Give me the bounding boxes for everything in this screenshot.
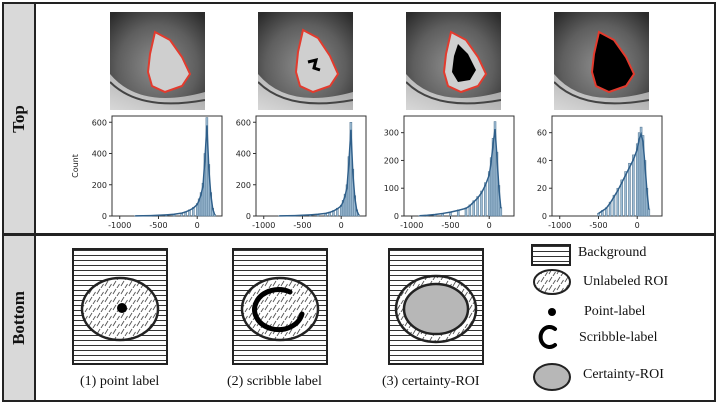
y-tick-label: 0 — [102, 212, 107, 221]
y-tick-label: 0 — [246, 212, 251, 221]
kde-line — [419, 129, 502, 217]
y-tick-label: 600 — [92, 118, 107, 127]
legend-background-label: Background — [578, 245, 647, 260]
x-tick-label: -1000 — [400, 221, 423, 230]
caption-point-label: (1) point label — [80, 374, 160, 389]
x-tick-label: -500 — [589, 221, 607, 230]
legend-unlabeled-roi-label: Unlabeled ROI — [583, 274, 669, 289]
legend-point-label-icon — [548, 308, 556, 316]
section-divider — [2, 233, 716, 236]
histogram-bar — [620, 179, 623, 217]
x-tick-label: 0 — [635, 221, 640, 230]
y-tick-label: 200 — [236, 181, 251, 190]
y-tick-label: 20 — [537, 184, 547, 193]
y-tick-label: 60 — [537, 129, 547, 138]
histogram-bar — [624, 171, 627, 217]
x-tick-label: -500 — [293, 221, 311, 230]
y-axis-label: Count — [71, 154, 80, 178]
x-tick-label: -1000 — [548, 221, 571, 230]
histogram-bar — [612, 194, 616, 217]
scribble-mark — [307, 57, 321, 72]
legend-background-icon — [531, 244, 571, 266]
y-tick-label: 400 — [236, 150, 251, 159]
histogram-3: 0 100 200 300 -1000 -500 0 — [384, 115, 515, 230]
x-tick-label: 0 — [195, 221, 200, 230]
x-tick-label: -1000 — [252, 221, 275, 230]
y-tick-label: 400 — [92, 150, 107, 159]
y-tick-label: 40 — [537, 156, 547, 165]
certainty-roi-diagram — [388, 248, 484, 365]
legend-scribble-label-icon — [538, 325, 557, 349]
x-tick-label: -500 — [149, 221, 167, 230]
point-label-diagram — [72, 248, 168, 365]
x-tick-label: -500 — [441, 221, 459, 230]
kde-line — [279, 129, 360, 217]
roi-outline — [146, 30, 192, 94]
certainty-roi-region — [402, 282, 470, 336]
point-label-dot — [117, 303, 127, 313]
y-tick-label: 0 — [542, 212, 547, 221]
y-tick-label: 300 — [384, 129, 399, 138]
histogram-bar — [476, 196, 479, 217]
scribble-label-diagram — [232, 248, 328, 365]
caption-certainty-roi: (3) certainty-ROI — [382, 374, 480, 389]
kde-line — [135, 125, 216, 217]
top-section-sidebar: Top — [4, 4, 36, 233]
ct-image-3 — [406, 12, 501, 110]
ct-image-1 — [110, 12, 205, 110]
histogram-bar — [647, 208, 651, 217]
histogram-4: 0 20 40 60 -1000 -500 0 — [537, 115, 663, 230]
y-tick-label: 200 — [384, 156, 399, 165]
y-tick-label: 100 — [384, 184, 399, 193]
histogram-bar — [480, 190, 483, 217]
histogram-bar — [499, 207, 503, 217]
histogram-bar — [472, 200, 475, 217]
roi-outline — [590, 30, 636, 94]
figure-frame — [2, 2, 716, 402]
bottom-section-sidebar: Bottom — [4, 236, 36, 400]
bottom-section-label: Bottom — [9, 291, 28, 345]
histogram-1: 0 200 400 600 -1000 -500 0 Count — [71, 115, 223, 230]
certainty-region — [452, 44, 476, 82]
x-tick-label: -1000 — [108, 221, 131, 230]
scribble-label-arc — [252, 287, 305, 333]
legend-point-label-label: Point-label — [584, 304, 646, 319]
caption-scribble-label: (2) scribble label — [227, 374, 322, 389]
histogram-bar — [628, 162, 631, 217]
top-section-label: Top — [9, 104, 28, 133]
ct-image-4 — [554, 12, 649, 110]
x-tick-label: 0 — [487, 221, 492, 230]
legend-scribble-label-label: Scribble-label — [579, 330, 658, 345]
y-tick-label: 600 — [236, 118, 251, 127]
histogram-bar — [616, 187, 620, 217]
y-tick-label: 0 — [394, 212, 399, 221]
kde-line — [598, 131, 650, 215]
y-tick-label: 200 — [92, 181, 107, 190]
x-tick-label: 0 — [339, 221, 344, 230]
histogram-2: 0 200 400 600 -1000 -500 0 — [236, 115, 367, 230]
histogram-bar — [484, 182, 487, 217]
legend-unlabeled-roi-icon — [533, 269, 571, 295]
legend-certainty-roi-label: Certainty-ROI — [583, 367, 664, 382]
legend-certainty-roi-icon — [533, 363, 571, 391]
histogram-bar — [632, 154, 635, 217]
ct-image-2 — [258, 12, 353, 110]
